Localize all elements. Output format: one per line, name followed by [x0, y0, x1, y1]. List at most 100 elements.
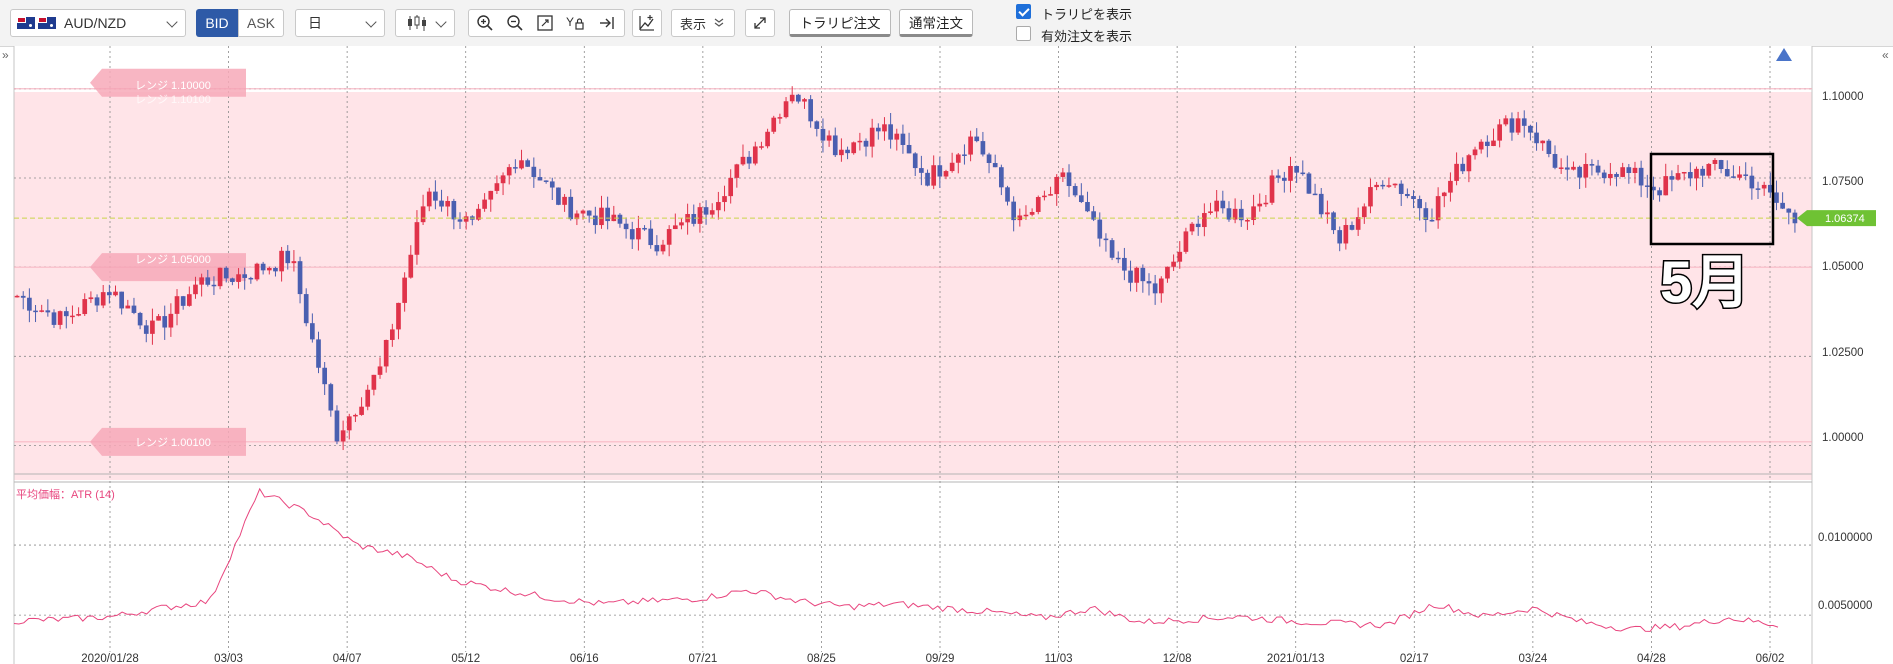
candle-body — [433, 191, 438, 201]
candle-body — [1386, 185, 1392, 187]
candle-body — [371, 374, 377, 390]
normal-order-button[interactable]: 通常注文 — [899, 9, 973, 37]
candle-body — [869, 127, 875, 147]
price-chart[interactable]: 1.06374 1.10000 1.07500 1.05000 1.02500 … — [0, 46, 1893, 664]
date-label: 11/03 — [1045, 653, 1073, 664]
currency-pair-select[interactable]: AUD/NZD — [10, 9, 186, 37]
candle-body — [27, 297, 32, 311]
candle-body — [1140, 267, 1146, 282]
atr-label: 0.0050000 — [1818, 600, 1872, 612]
candle-body — [919, 168, 924, 173]
candle-body — [1405, 193, 1410, 197]
candle-body — [574, 213, 580, 220]
candle-body — [377, 366, 383, 375]
candle-body — [156, 316, 161, 321]
ask-button[interactable]: ASK — [238, 9, 284, 37]
trail-order-button[interactable]: トラリピ注文 — [789, 9, 891, 37]
candle-body — [906, 144, 912, 154]
candle-body — [716, 202, 721, 211]
show-trail-checkbox[interactable] — [1016, 4, 1031, 19]
candle-body — [894, 133, 900, 140]
y-axis-lock-icon[interactable]: Y — [561, 10, 589, 36]
candle-body — [445, 200, 451, 207]
candle-body — [875, 127, 881, 132]
candle-body — [1011, 201, 1016, 221]
candle-body — [1423, 208, 1429, 220]
candle-body — [642, 227, 647, 230]
fit-screen-icon[interactable] — [531, 10, 559, 36]
chart-tools-group: Y — [468, 9, 625, 37]
candle-body — [839, 149, 844, 156]
candle-body — [820, 128, 826, 141]
atr-series — [13, 487, 1779, 632]
candle-body — [1651, 186, 1656, 191]
candle-body — [1657, 190, 1662, 196]
show-active-orders-checkbox[interactable] — [1016, 26, 1031, 41]
candle-body — [1238, 208, 1244, 221]
candle-body — [1521, 118, 1527, 126]
candle-body — [752, 146, 758, 164]
date-label: 02/17 — [1400, 653, 1429, 664]
candle-body — [962, 154, 967, 156]
candle-body — [1737, 174, 1742, 178]
candle-body — [1583, 164, 1589, 178]
candle-body — [955, 154, 961, 163]
candle-body — [1700, 168, 1705, 176]
fullscreen-button[interactable] — [745, 9, 775, 37]
candle-body — [1429, 219, 1435, 222]
candle-body — [1195, 223, 1201, 228]
timeframe-select[interactable]: 日 — [295, 9, 385, 37]
candle-body — [814, 121, 820, 129]
chart-type-select[interactable] — [395, 9, 455, 37]
candle-body — [1349, 225, 1355, 230]
candle-body — [1097, 219, 1103, 239]
bid-button[interactable]: BID — [196, 9, 238, 37]
candle-body — [1595, 165, 1601, 173]
candle-body — [346, 416, 352, 431]
candle-body — [771, 117, 777, 132]
candle-body — [832, 135, 838, 156]
candle-body — [217, 267, 223, 287]
candle-body — [599, 207, 604, 226]
show-trail-label: トラリピを表示 — [1041, 7, 1133, 22]
candle-body — [1085, 202, 1090, 212]
candle-body — [1724, 169, 1730, 177]
candle-body — [672, 225, 678, 230]
expand-left-panel-icon[interactable]: » — [2, 48, 9, 62]
zoom-in-icon[interactable] — [471, 10, 499, 36]
display-menu-button[interactable]: 表示 — [671, 9, 735, 37]
candle-body — [605, 207, 610, 222]
price-label: 1.02500 — [1822, 347, 1864, 359]
candlestick-icon — [408, 15, 426, 31]
candle-body — [150, 320, 155, 334]
australia-flag-icon — [17, 17, 35, 29]
expand-right-panel-icon[interactable]: « — [1882, 48, 1889, 62]
candle-body — [1251, 206, 1256, 221]
price-label: 1.07500 — [1822, 176, 1864, 188]
candle-body — [273, 267, 278, 272]
double-chevron-down-icon — [714, 18, 724, 27]
currency-pair-label: AUD/NZD — [64, 15, 127, 31]
candle-body — [549, 181, 555, 188]
candle-body — [1472, 149, 1478, 156]
candle-body — [340, 430, 346, 442]
candle-body — [1497, 124, 1502, 141]
current-price-value: 1.06374 — [1825, 213, 1865, 225]
candle-body — [1029, 212, 1035, 215]
candle-body — [1245, 220, 1250, 222]
bid-ask-toggle: BID ASK — [196, 9, 284, 37]
range-label: レンジ 1.10000 — [135, 80, 211, 92]
candle-body — [186, 294, 192, 306]
zoom-out-icon[interactable] — [501, 10, 529, 36]
candle-body — [1694, 168, 1699, 179]
candle-body — [1054, 176, 1060, 195]
add-indicator-button[interactable] — [632, 9, 662, 37]
scroll-up-triangle-icon[interactable] — [1776, 48, 1792, 61]
jump-to-latest-icon[interactable] — [593, 10, 621, 36]
candle-body — [949, 162, 955, 172]
candle-body — [482, 199, 487, 209]
candle-body — [863, 140, 869, 147]
candle-body — [180, 296, 186, 306]
candle-body — [1509, 118, 1515, 133]
candle-body — [168, 313, 174, 328]
